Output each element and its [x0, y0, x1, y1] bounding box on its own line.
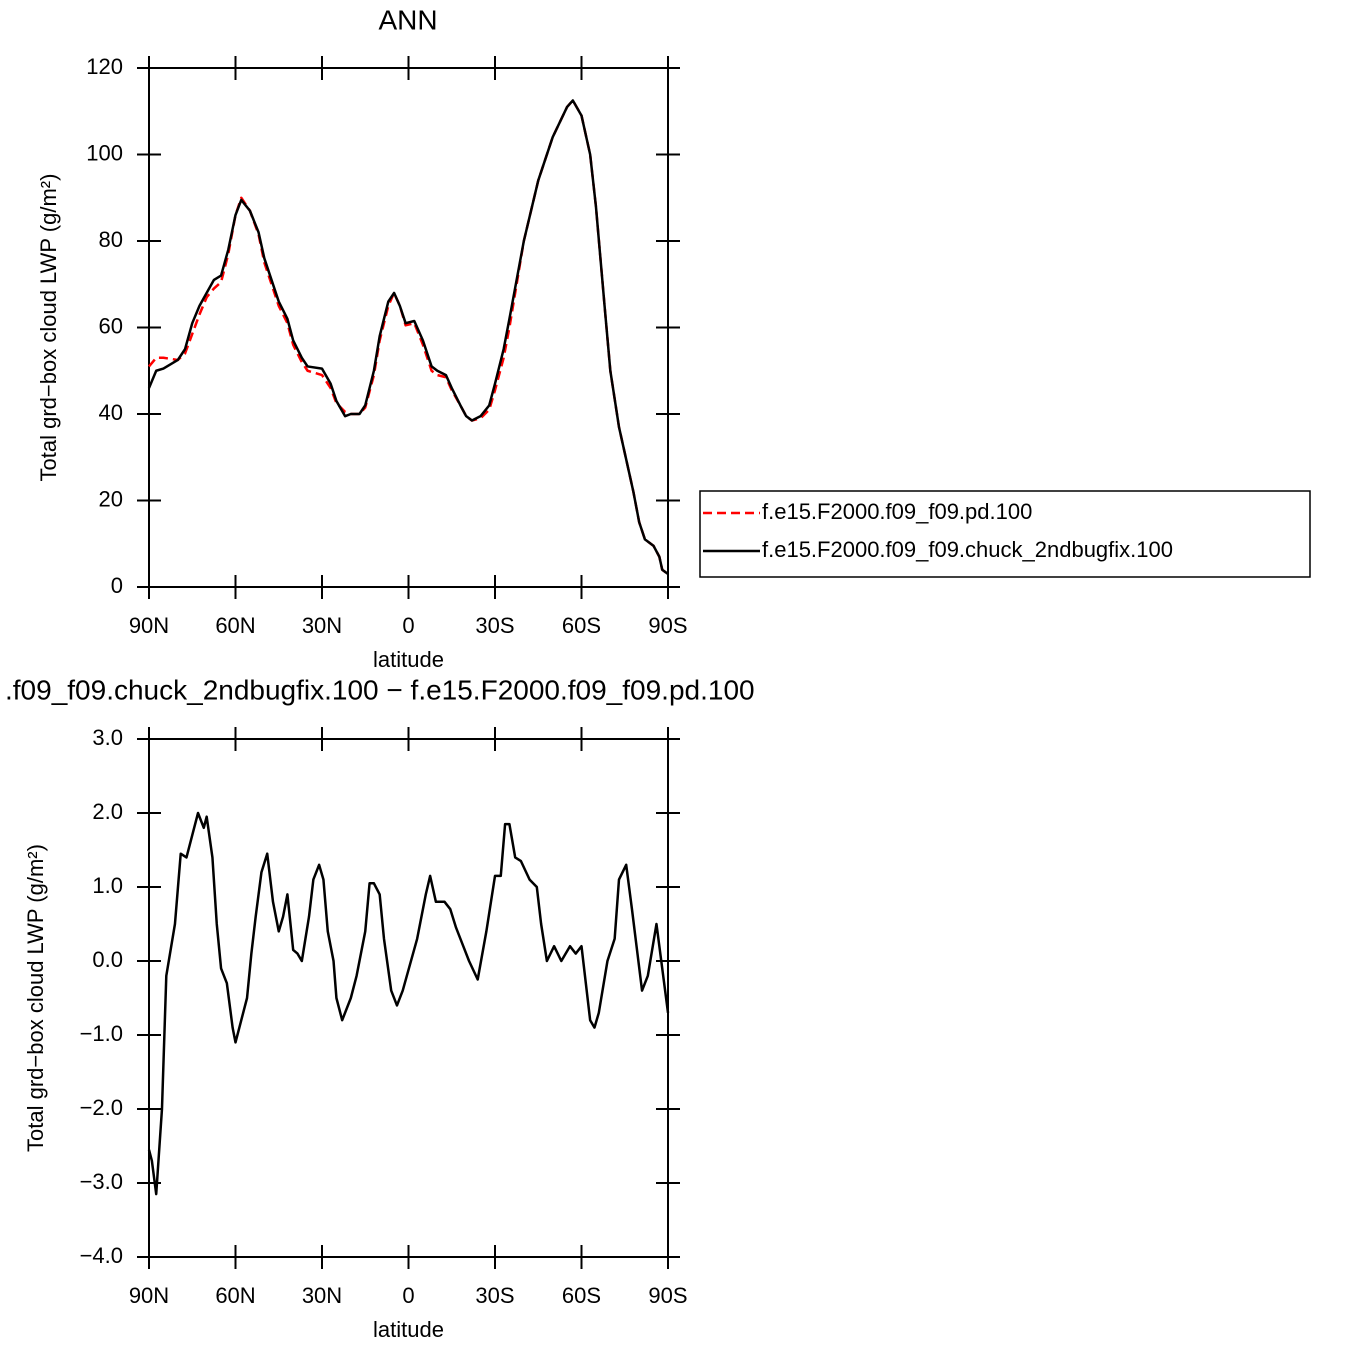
x-tick-label: 30N [302, 1283, 342, 1308]
x-tick-label: 60S [562, 1283, 601, 1308]
data-line [147, 99, 669, 576]
y-tick-label: 0.0 [92, 947, 123, 972]
y-tick-label: 100 [86, 140, 123, 165]
x-tick-label: 60S [562, 613, 601, 638]
y-tick-label: 80 [99, 227, 123, 252]
data-line [147, 811, 670, 1196]
x-tick-label: 0 [402, 613, 414, 638]
x-tick-label: 90S [648, 1283, 687, 1308]
y-tick-label: 3.0 [92, 725, 123, 750]
x-tick-label: 60N [215, 613, 255, 638]
legend-label: f.e15.F2000.f09_f09.chuck_2ndbugfix.100 [762, 537, 1173, 562]
x-tick-label: 30N [302, 613, 342, 638]
y-tick-label: 60 [99, 313, 123, 338]
y-axis-label: Total grd−box cloud LWP (g/m²) [23, 844, 48, 1152]
y-tick-label: 20 [99, 486, 123, 511]
y-axis-label: Total grd−box cloud LWP (g/m²) [36, 174, 61, 482]
plot-frame [148, 67, 669, 588]
y-tick-label: 0 [111, 573, 123, 598]
chart-title: .f09_f09.chuck_2ndbugfix.100 − f.e15.F20… [5, 674, 755, 705]
x-axis-label: latitude [373, 1317, 444, 1342]
y-tick-label: −2.0 [80, 1095, 123, 1120]
x-tick-label: 90N [129, 613, 169, 638]
legend-box [699, 490, 1311, 578]
y-tick-label: −4.0 [80, 1243, 123, 1268]
y-tick-label: 120 [86, 54, 123, 79]
x-tick-label: 90N [129, 1283, 169, 1308]
data-line [148, 99, 669, 576]
y-tick-label: 1.0 [92, 873, 123, 898]
x-tick-label: 30S [475, 613, 514, 638]
y-tick-label: 40 [99, 400, 123, 425]
chart-title: ANN [378, 4, 437, 35]
x-tick-label: 90S [648, 613, 687, 638]
x-tick-label: 60N [215, 1283, 255, 1308]
x-axis-label: latitude [373, 647, 444, 672]
y-tick-label: −1.0 [80, 1021, 123, 1046]
y-tick-label: −3.0 [80, 1169, 123, 1194]
x-tick-label: 30S [475, 1283, 514, 1308]
plot-frame [148, 738, 669, 1258]
y-tick-label: 2.0 [92, 799, 123, 824]
legend-label: f.e15.F2000.f09_f09.pd.100 [762, 499, 1032, 524]
x-tick-label: 0 [402, 1283, 414, 1308]
